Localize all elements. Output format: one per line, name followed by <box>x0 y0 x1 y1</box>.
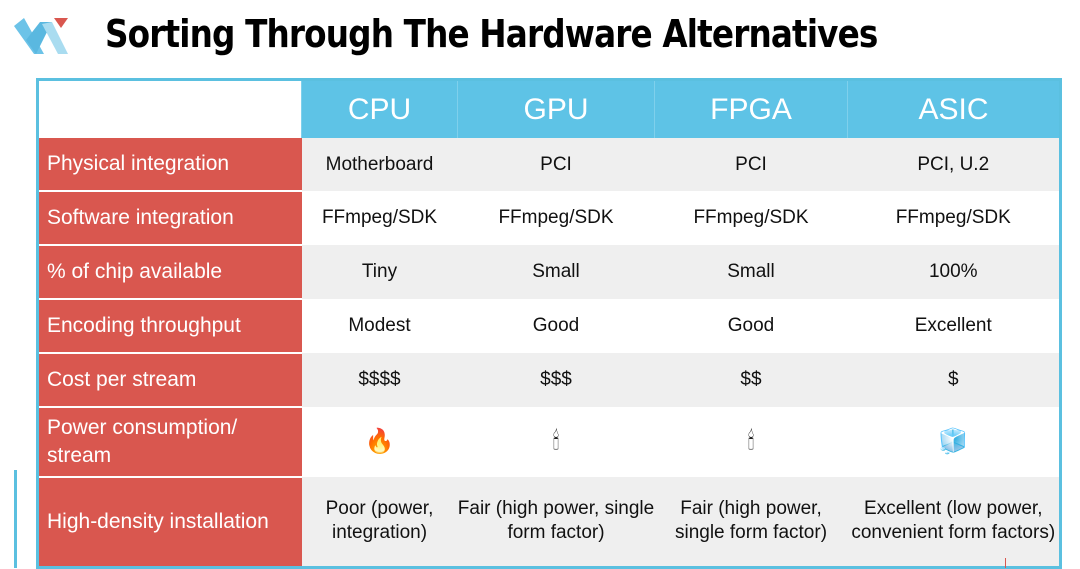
cell: Motherboard <box>301 138 458 191</box>
column-header: GPU <box>457 79 655 138</box>
table-row: High-density installation Poor (power, i… <box>37 477 1061 568</box>
row-label: Software integration <box>37 191 302 246</box>
side-accent-line <box>14 470 17 568</box>
cell: Fair (high power, single form factor) <box>457 477 655 567</box>
cell: $$ <box>654 353 848 407</box>
cell: Poor (power, integration) <box>301 477 458 567</box>
corner-cell <box>37 79 302 138</box>
candle-icon: 🕯 <box>457 407 655 477</box>
cell: Good <box>654 299 848 353</box>
row-label: Encoding throughput <box>37 299 302 354</box>
cell: FFmpeg/SDK <box>301 191 458 245</box>
cell: Good <box>457 299 655 353</box>
cell: PCI, U.2 <box>847 138 1061 191</box>
cell: Tiny <box>301 245 458 299</box>
cell: 100% <box>847 245 1061 299</box>
table-row: Software integration FFmpeg/SDK FFmpeg/S… <box>37 191 1061 246</box>
header-row: CPU GPU FPGA ASIC <box>37 79 1061 138</box>
cell: Fair (high power, single form factor) <box>654 477 848 567</box>
table-row: Physical integration Motherboard PCI PCI… <box>37 138 1061 192</box>
cell: FFmpeg/SDK <box>847 191 1061 245</box>
cell: PCI <box>457 138 655 191</box>
cell: Excellent <box>847 299 1061 353</box>
table-row: % of chip available Tiny Small Small 100… <box>37 245 1061 300</box>
cell: Modest <box>301 299 458 353</box>
row-label: Power consumption/ stream <box>37 407 302 478</box>
row-label: % of chip available <box>37 245 302 300</box>
cell: Excellent (low power, convenient form fa… <box>847 477 1061 567</box>
logo-icon <box>14 18 68 54</box>
fire-icon: 🔥 <box>301 407 458 477</box>
accent-tick <box>1005 558 1006 568</box>
table-row: Cost per stream $$$$ $$$ $$ $ <box>37 353 1061 408</box>
row-label: Physical integration <box>37 138 302 192</box>
cell: FFmpeg/SDK <box>654 191 848 245</box>
row-label: High-density installation <box>37 477 302 568</box>
column-header: CPU <box>301 79 458 138</box>
cell: FFmpeg/SDK <box>457 191 655 245</box>
cell: $$$$ <box>301 353 458 407</box>
cell: $ <box>847 353 1061 407</box>
candle-icon: 🕯 <box>654 407 848 477</box>
column-header: ASIC <box>847 79 1061 138</box>
cell: Small <box>457 245 655 299</box>
cell: $$$ <box>457 353 655 407</box>
cell: Small <box>654 245 848 299</box>
cell: PCI <box>654 138 848 191</box>
ice-cube-icon: 🧊 <box>847 407 1061 477</box>
slide-title: Sorting Through The Hardware Alternative… <box>105 12 878 56</box>
row-label: Cost per stream <box>37 353 302 408</box>
comparison-table: CPU GPU FPGA ASIC Physical integration M… <box>36 78 1062 569</box>
table-row: Power consumption/ stream 🔥 🕯 🕯 🧊 <box>37 407 1061 478</box>
column-header: FPGA <box>654 79 848 138</box>
table-row: Encoding throughput Modest Good Good Exc… <box>37 299 1061 354</box>
